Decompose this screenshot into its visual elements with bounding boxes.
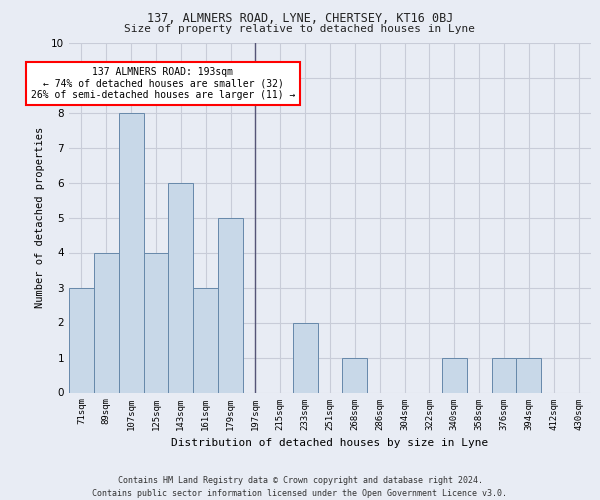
Bar (517, 358, 541, 392)
Bar (143, 252, 169, 392)
Bar (193, 288, 218, 393)
Text: Contains HM Land Registry data © Crown copyright and database right 2024.
Contai: Contains HM Land Registry data © Crown c… (92, 476, 508, 498)
Bar (69, 288, 94, 393)
Bar (343, 358, 367, 392)
Bar (491, 358, 517, 392)
Bar (442, 358, 467, 392)
Text: 137 ALMNERS ROAD: 193sqm
← 74% of detached houses are smaller (32)
26% of semi-d: 137 ALMNERS ROAD: 193sqm ← 74% of detach… (31, 67, 295, 100)
Bar (293, 322, 317, 392)
X-axis label: Distribution of detached houses by size in Lyne: Distribution of detached houses by size … (172, 438, 488, 448)
Y-axis label: Number of detached properties: Number of detached properties (35, 127, 46, 308)
Bar (169, 182, 193, 392)
Bar (119, 112, 143, 392)
Text: 137, ALMNERS ROAD, LYNE, CHERTSEY, KT16 0BJ: 137, ALMNERS ROAD, LYNE, CHERTSEY, KT16 … (147, 12, 453, 26)
Text: Size of property relative to detached houses in Lyne: Size of property relative to detached ho… (125, 24, 476, 34)
Bar (218, 218, 243, 392)
Bar (94, 252, 119, 392)
